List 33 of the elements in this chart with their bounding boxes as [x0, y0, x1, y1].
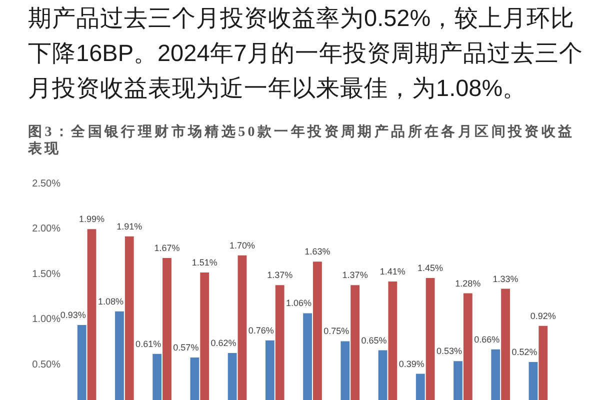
data-label: 0.93%	[60, 310, 86, 320]
data-label: 1.63%	[304, 246, 330, 257]
data-label: 0.39%	[398, 358, 424, 369]
data-label: 1.37%	[342, 270, 368, 280]
data-label: 1.41%	[380, 266, 406, 277]
data-label: 0.92%	[530, 310, 556, 321]
y-tick-label: 1.00%	[32, 314, 61, 326]
data-label: 0.62%	[210, 338, 236, 348]
data-label: 1.67%	[154, 243, 180, 254]
data-label: 1.99%	[78, 214, 105, 224]
data-label: 0.75%	[324, 326, 350, 336]
data-label: 0.76%	[248, 325, 274, 336]
data-label: 1.51%	[192, 258, 218, 268]
data-label: 0.53%	[436, 346, 462, 356]
data-label: 1.70%	[229, 240, 255, 250]
data-label: 1.45%	[418, 262, 444, 273]
data-label: 1.37%	[267, 270, 293, 280]
data-label: 1.08%	[98, 296, 124, 306]
data-label: 0.52%	[512, 347, 538, 358]
data-label: 1.28%	[455, 278, 481, 288]
data-label: 1.91%	[116, 221, 142, 232]
data-label: 0.66%	[474, 334, 500, 344]
y-tick-label: 2.50%	[32, 178, 61, 190]
data-label: 0.61%	[136, 338, 162, 349]
data-label: 0.57%	[173, 342, 199, 353]
y-tick-label: 2.00%	[32, 224, 61, 235]
data-label: 0.65%	[361, 335, 387, 346]
text: 期产品过去三个月投资收益率为0.52%，较上月环比下降16BP。2024年7月的一年投资周期产品过去三个月投资收益表现为近一年以来最佳，为1.08%。	[28, 4, 584, 103]
y-tick-label: 1.50%	[32, 268, 61, 280]
y-tick-label: 0.50%	[32, 359, 61, 370]
chart-title: 图3：全国银行理财市场精选50款一年投资周期产品所在各月区间投资收益表现	[28, 124, 576, 158]
data-label: 1.33%	[492, 274, 518, 284]
data-label: 1.06%	[286, 298, 312, 308]
